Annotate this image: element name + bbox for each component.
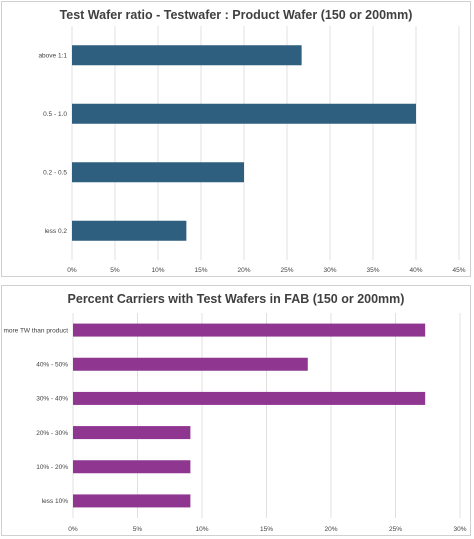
bar xyxy=(72,103,416,124)
bar xyxy=(72,45,302,66)
bar xyxy=(73,426,191,440)
bar xyxy=(72,162,244,183)
bar xyxy=(73,460,191,474)
category-label: 40% - 50% xyxy=(36,362,68,369)
category-label: 0.5 - 1.0 xyxy=(43,111,67,118)
x-tick-label: 30% xyxy=(323,267,336,274)
category-label: 20% - 30% xyxy=(36,430,68,437)
x-tick-label: 25% xyxy=(280,267,293,274)
x-tick-label: 15% xyxy=(260,526,273,533)
category-label: 10% - 20% xyxy=(36,464,68,471)
x-tick-label: 5% xyxy=(110,267,120,274)
category-label: above 1:1 xyxy=(38,53,67,60)
bar xyxy=(73,357,308,371)
x-tick-label: 10% xyxy=(195,526,208,533)
x-tick-label: 40% xyxy=(409,267,422,274)
bar xyxy=(73,494,191,508)
x-tick-label: 20% xyxy=(324,526,337,533)
chart-panel-test-wafer-ratio: Test Wafer ratio - Testwafer : Product W… xyxy=(1,1,471,277)
x-tick-label: 45% xyxy=(452,267,465,274)
category-label: 0.2 - 0.5 xyxy=(43,170,67,177)
x-tick-label: 10% xyxy=(151,267,164,274)
category-label: 30% - 40% xyxy=(36,396,68,403)
x-tick-label: 5% xyxy=(133,526,143,533)
chart-panel-percent-carriers: Percent Carriers with Test Wafers in FAB… xyxy=(1,285,471,536)
x-tick-label: 35% xyxy=(366,267,379,274)
x-tick-label: 15% xyxy=(194,267,207,274)
x-tick-label: 0% xyxy=(67,267,77,274)
category-label: more TW than product xyxy=(3,327,68,334)
x-tick-label: 0% xyxy=(68,526,78,533)
category-label: less 0.2 xyxy=(45,228,68,235)
x-tick-label: 25% xyxy=(389,526,402,533)
bar-chart-test-wafer-ratio: 0% 5% 10% 15% 20% 25% 30% 35% 40% 45% above 1:1 0.5… xyxy=(38,26,466,274)
chart-title: Percent Carriers with Test Wafers in FAB… xyxy=(67,292,405,306)
bar xyxy=(73,391,426,405)
x-tick-label: 20% xyxy=(237,267,250,274)
chart-title: Test Wafer ratio - Testwafer : Product W… xyxy=(59,8,413,22)
bar xyxy=(73,323,426,337)
category-label: less 10% xyxy=(42,498,69,505)
x-tick-label: 30% xyxy=(453,526,466,533)
bar xyxy=(72,220,187,241)
bar-chart-percent-carriers: 0% 5% 10% 15% 20% 25% 30% more TW than product 4… xyxy=(3,313,467,533)
